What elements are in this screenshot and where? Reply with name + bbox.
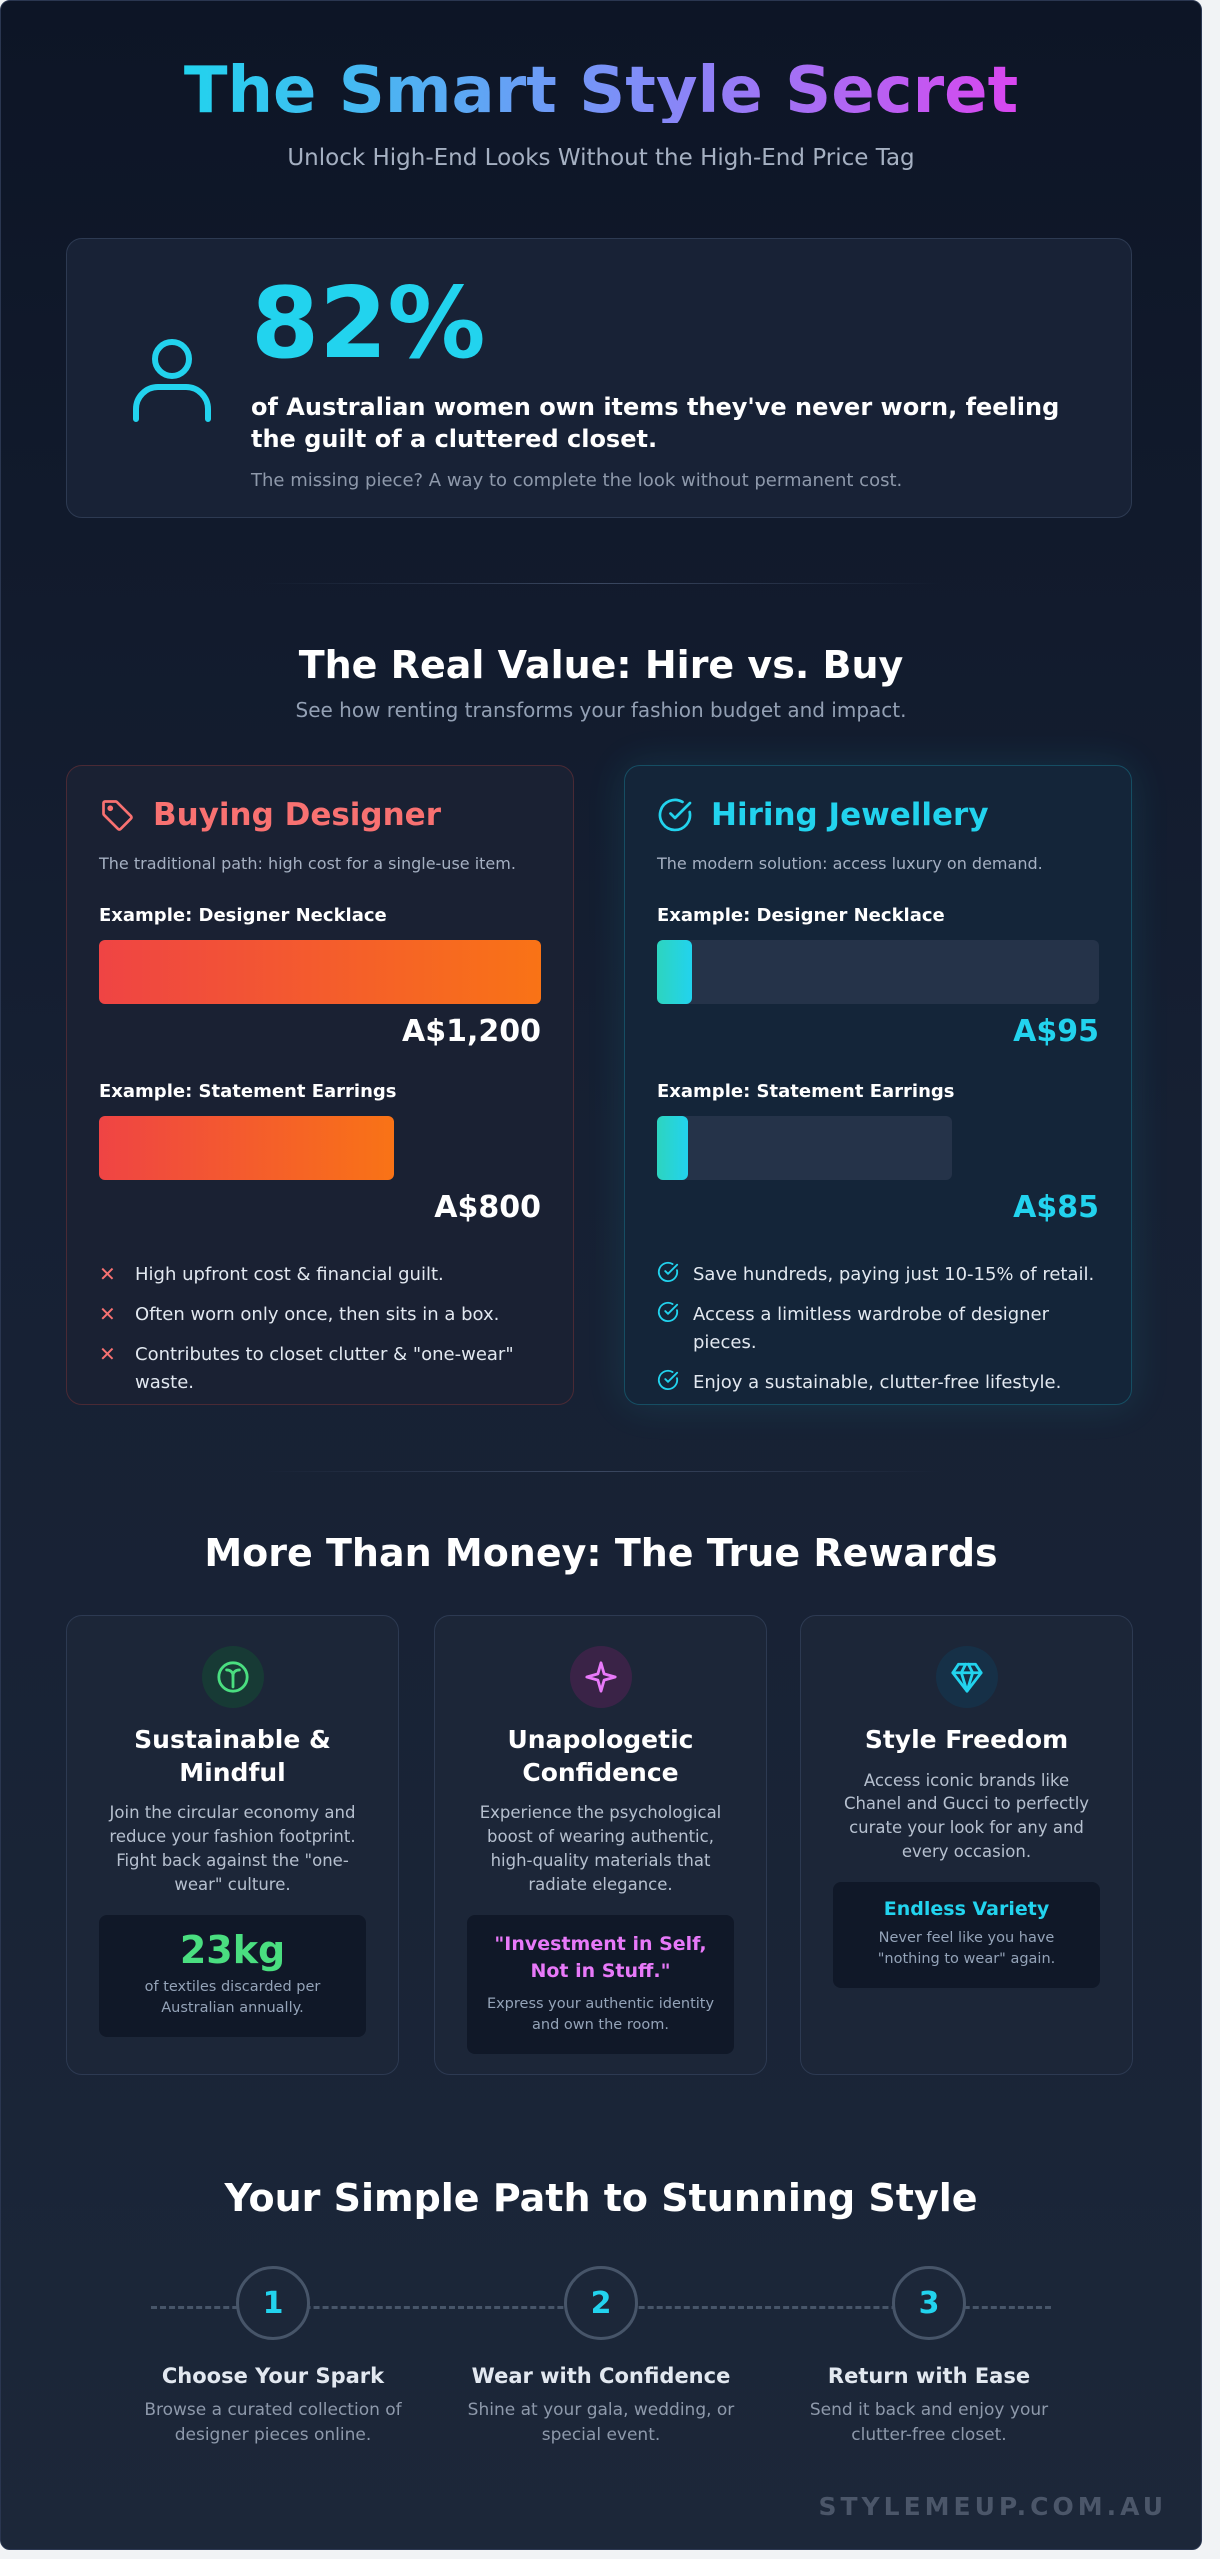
reward-highlight: "Investment in Self, Not in Stuff." bbox=[494, 1932, 707, 1983]
price-bar-track bbox=[99, 1116, 394, 1180]
sprout-icon bbox=[201, 1646, 264, 1708]
step-number: 1 bbox=[236, 2266, 310, 2340]
step-title: Choose Your Spark bbox=[161, 2364, 385, 2388]
reward-highlight: 23kg bbox=[179, 1927, 286, 1972]
list-item: ✕ Contributes to closet clutter & "one-we… bbox=[99, 1341, 541, 1397]
reward-description: Access iconic brands like Chanel and Guc… bbox=[843, 1770, 1090, 1862]
hiring-title: Hiring Jewellery bbox=[711, 797, 989, 833]
list-item: ✕ High upfront cost & financial guilt. bbox=[99, 1261, 541, 1289]
x-icon: ✕ bbox=[99, 1301, 116, 1326]
step-1: 1 Choose Your Spark Browse a curated col… bbox=[123, 2266, 423, 2447]
stat-description: of Australian women own items they've ne… bbox=[251, 393, 1060, 454]
step-title: Wear with Confidence bbox=[471, 2364, 731, 2388]
reward-title: Style Freedom bbox=[864, 1725, 1069, 1754]
reward-title: Unapologetic Confidence bbox=[507, 1725, 694, 1787]
price-bar-track bbox=[657, 1116, 952, 1180]
step-title: Return with Ease bbox=[827, 2364, 1031, 2388]
reward-card-style-freedom: Style Freedom Access iconic brands like … bbox=[800, 1615, 1133, 2075]
reward-description: Join the circular economy and reduce you… bbox=[109, 1803, 356, 1894]
hiring-description: The modern solution: access luxury on de… bbox=[657, 854, 1043, 873]
reward-note: Never feel like you have "nothing to wea… bbox=[877, 1930, 1056, 1968]
list-item: Enjoy a sustainable, clutter-free lifest… bbox=[657, 1369, 1099, 1397]
price-value: A$1,200 bbox=[402, 1014, 541, 1049]
reward-card-sustainable: Sustainable & Mindful Join the circular … bbox=[66, 1615, 399, 2075]
list-item: Access a limitless wardrobe of designer … bbox=[657, 1301, 1099, 1357]
example-label: Example: Designer Necklace bbox=[657, 905, 945, 926]
footer-brand: STYLEMEUP.COM.AU bbox=[818, 2492, 1167, 2521]
divider bbox=[261, 583, 941, 584]
header: The Smart Style Secret Unlock High-End L… bbox=[1, 1, 1201, 171]
steps-title: Your Simple Path to Stunning Style bbox=[224, 2176, 978, 2220]
reward-highlight-box: 23kg of textiles discarded per Australia… bbox=[99, 1914, 366, 2037]
list-item: Save hundreds, paying just 10-15% of ret… bbox=[657, 1261, 1099, 1289]
step-number: 2 bbox=[564, 2266, 638, 2340]
example-label: Example: Designer Necklace bbox=[99, 905, 387, 926]
reward-highlight: Endless Variety bbox=[883, 1898, 1050, 1921]
example-label: Example: Statement Earrings bbox=[99, 1081, 397, 1102]
check-circle-icon bbox=[657, 1261, 679, 1289]
stat-number: 82% bbox=[251, 267, 486, 381]
reward-title: Sustainable & Mindful bbox=[134, 1725, 331, 1787]
buying-description: The traditional path: high cost for a si… bbox=[99, 854, 516, 873]
price-bar-track bbox=[99, 940, 541, 1004]
price-value: A$85 bbox=[1013, 1190, 1099, 1225]
buying-title: Buying Designer bbox=[153, 797, 441, 833]
stat-note: The missing piece? A way to complete the… bbox=[251, 469, 903, 491]
buying-card: Buying Designer The traditional path: hi… bbox=[66, 765, 574, 1405]
check-circle-icon bbox=[657, 1369, 679, 1397]
price-bar bbox=[99, 940, 541, 1004]
divider bbox=[261, 1471, 941, 1472]
check-circle-icon bbox=[658, 798, 692, 832]
step-2: 2 Wear with Confidence Shine at your gal… bbox=[451, 2266, 751, 2447]
comparison-title: The Real Value: Hire vs. Buy bbox=[298, 643, 904, 687]
step-3: 3 Return with Ease Send it back and enjo… bbox=[779, 2266, 1079, 2447]
reward-note: Express your authentic identity and own … bbox=[486, 1995, 715, 2033]
reward-note: of textiles discarded per Australian ann… bbox=[144, 1978, 321, 2016]
page-title: The Smart Style Secret bbox=[183, 54, 1019, 128]
price-value: A$800 bbox=[434, 1190, 541, 1225]
rewards-title: More Than Money: The True Rewards bbox=[204, 1531, 998, 1575]
x-icon: ✕ bbox=[99, 1262, 116, 1286]
list-item: ✕ Often worn only once, then sits in a bo… bbox=[99, 1301, 541, 1329]
hiring-card: Hiring Jewellery The modern solution: ac… bbox=[624, 765, 1132, 1405]
reward-description: Experience the psychological boost of we… bbox=[479, 1803, 722, 1894]
buying-points: ✕ High upfront cost & financial guilt. ✕ O… bbox=[99, 1261, 541, 1397]
step-description: Send it back and enjoy your clutter-free… bbox=[809, 2400, 1049, 2445]
price-value: A$95 bbox=[1013, 1014, 1099, 1049]
step-description: Browse a curated collection of designer … bbox=[144, 2400, 402, 2445]
price-bar bbox=[657, 1116, 689, 1180]
example-label: Example: Statement Earrings bbox=[657, 1081, 955, 1102]
check-circle-icon bbox=[657, 1301, 679, 1357]
price-bar-track bbox=[657, 940, 1099, 1004]
tag-icon bbox=[102, 800, 133, 831]
sparkle-icon bbox=[569, 1646, 632, 1708]
person-icon bbox=[133, 339, 211, 422]
gem-icon bbox=[935, 1646, 998, 1708]
page-subtitle: Unlock High-End Looks Without the High-E… bbox=[287, 145, 915, 171]
price-bar bbox=[657, 940, 692, 1004]
reward-card-confidence: Unapologetic Confidence Experience the p… bbox=[434, 1615, 767, 2075]
step-number: 3 bbox=[892, 2266, 966, 2340]
reward-highlight-box: Endless Variety Never feel like you have… bbox=[833, 1882, 1100, 1989]
reward-highlight-box: "Investment in Self, Not in Stuff." Expr… bbox=[467, 1914, 734, 2054]
stat-card: 82% of Australian women own items they'v… bbox=[66, 238, 1132, 518]
price-bar bbox=[99, 1116, 394, 1180]
hiring-points: Save hundreds, paying just 10-15% of ret… bbox=[657, 1261, 1099, 1397]
step-description: Shine at your gala, wedding, or special … bbox=[467, 2400, 735, 2445]
x-icon: ✕ bbox=[99, 1341, 116, 1366]
comparison-subtitle: See how renting transforms your fashion … bbox=[295, 698, 907, 722]
